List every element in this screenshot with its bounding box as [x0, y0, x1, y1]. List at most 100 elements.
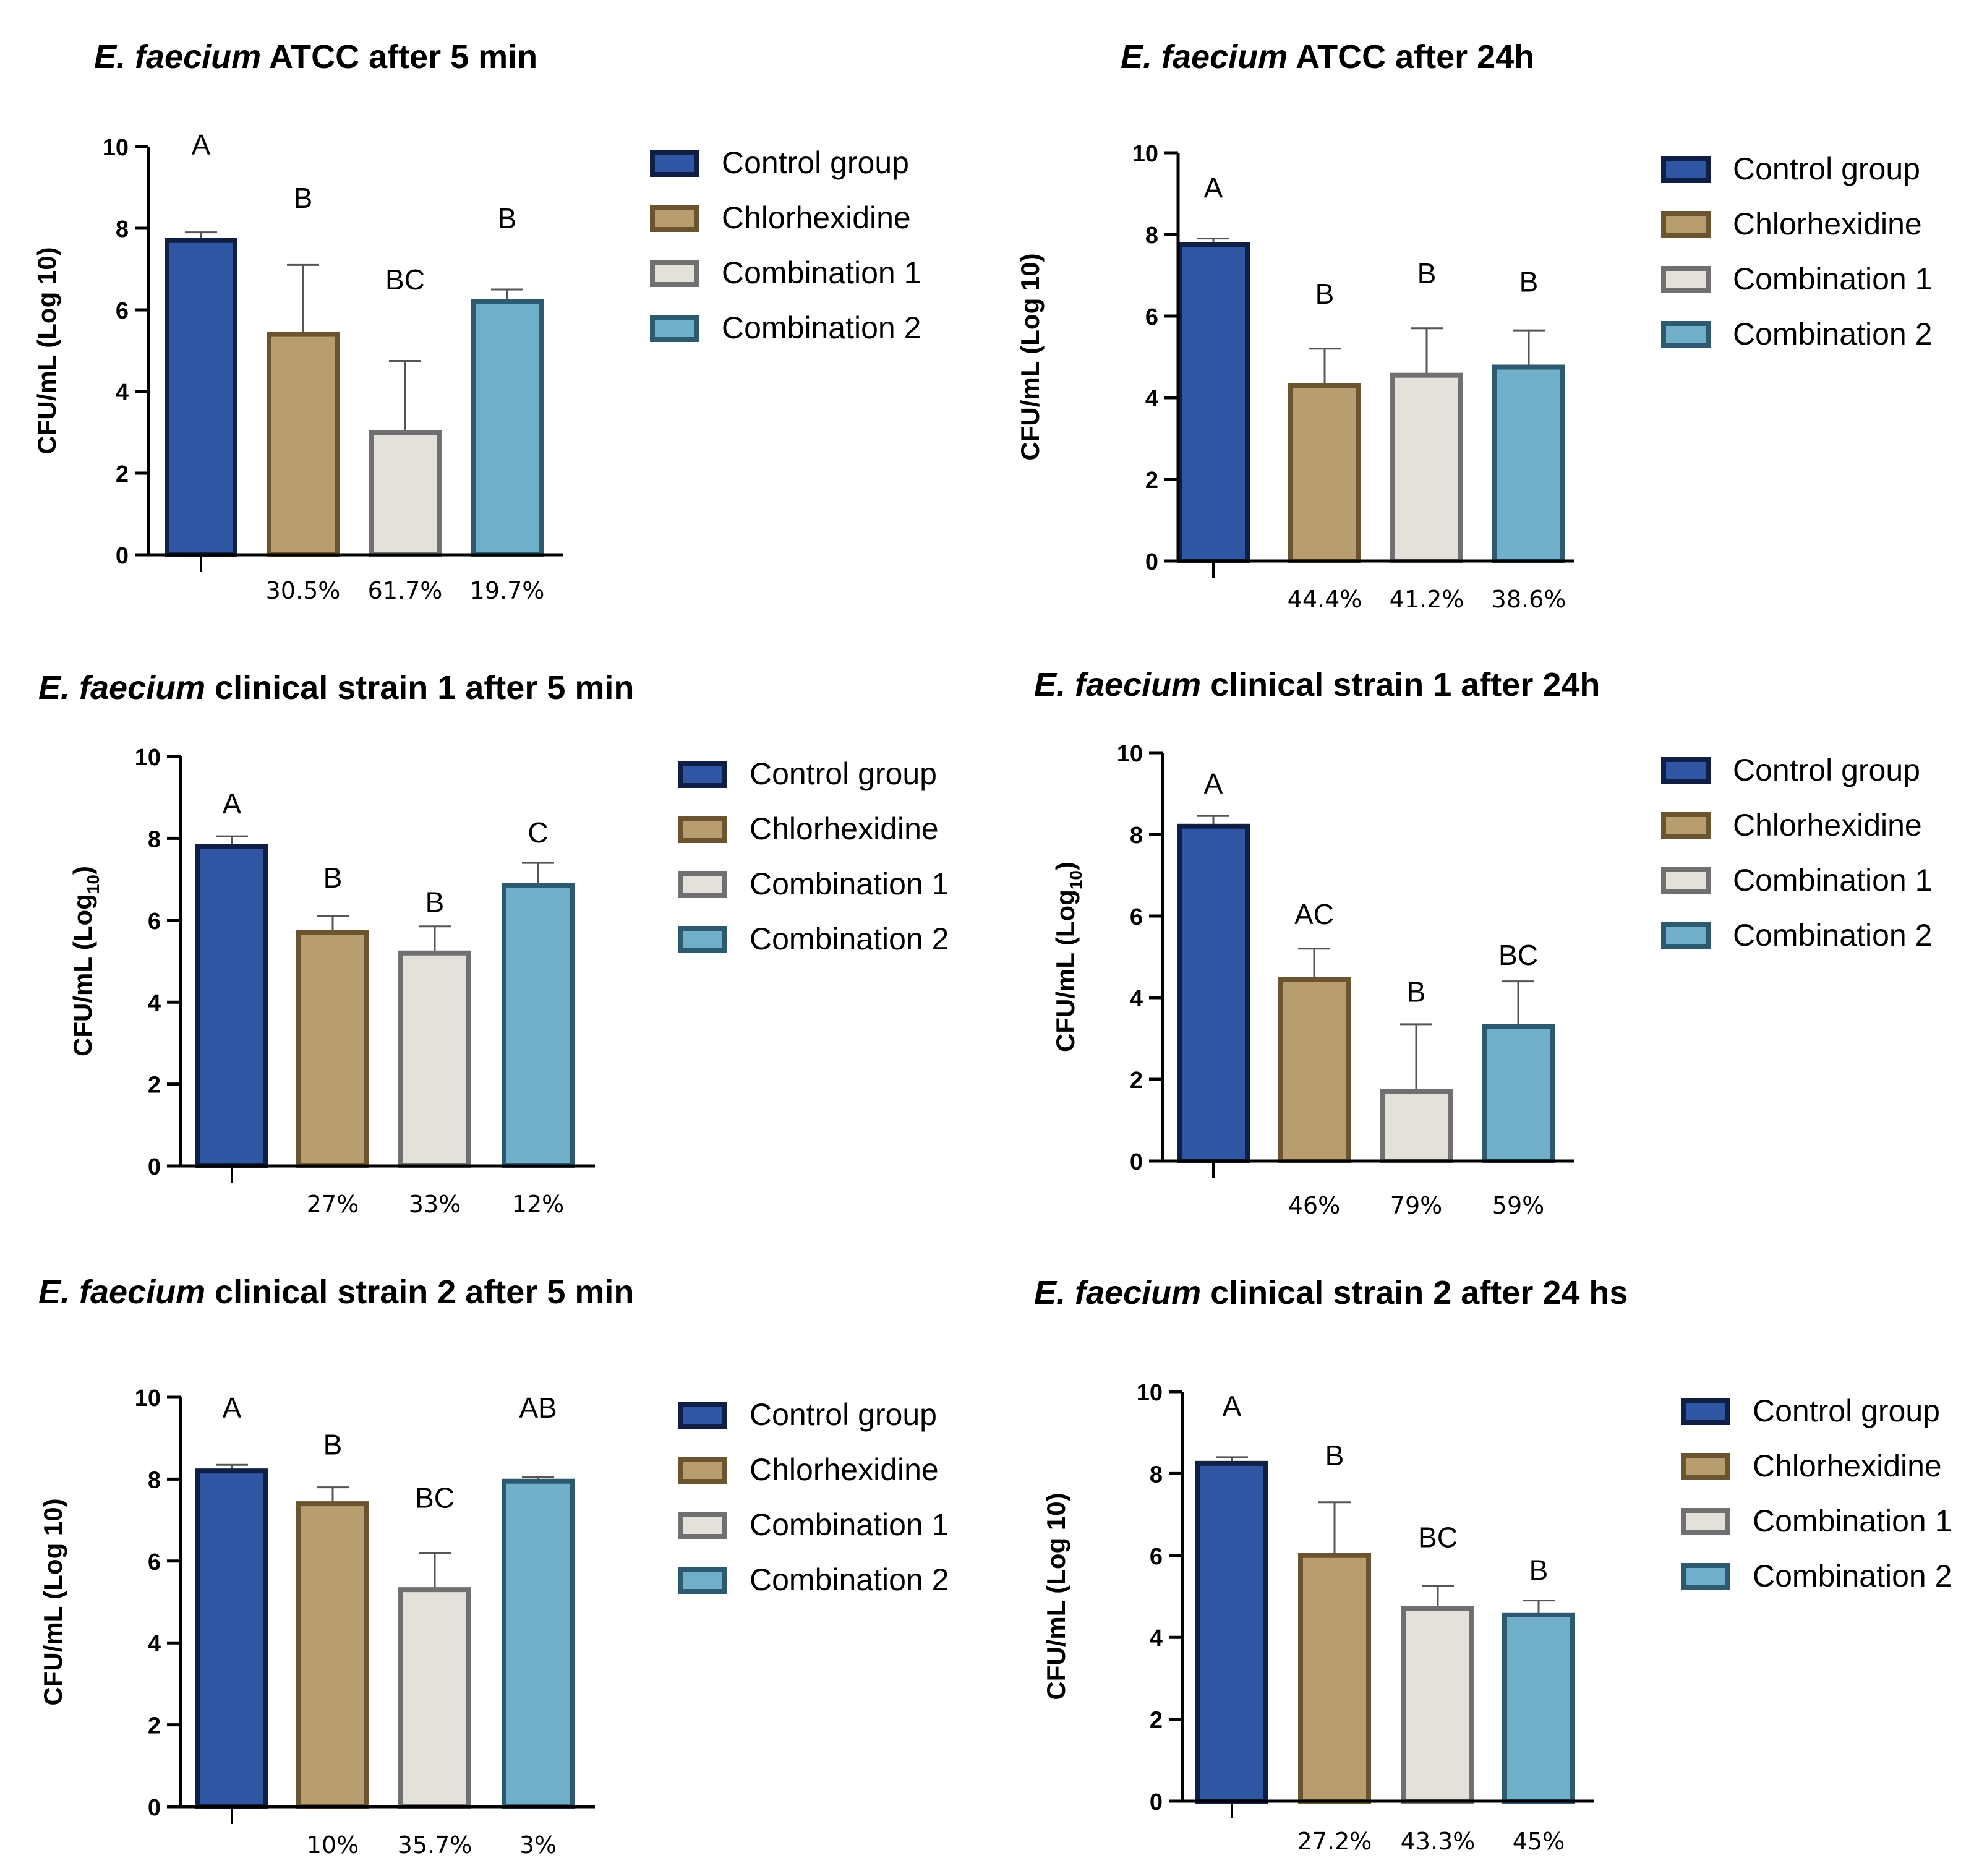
chart-title-text: ATCC after 5 min [261, 38, 537, 75]
percent-label: 43.3% [1401, 1828, 1476, 1855]
bar-2 [1288, 383, 1361, 563]
bar-2 [1278, 977, 1351, 1164]
y-axis-label-main: CFU/mL (Log 10) [32, 247, 61, 454]
significance-letter: B [1407, 976, 1426, 1008]
percent-label: 35.7% [398, 1831, 472, 1859]
y-tick-label: 4 [148, 1631, 161, 1657]
percent-label: 3% [519, 1831, 557, 1859]
significance-letter: B [1417, 257, 1437, 289]
y-tick-label: 6 [1145, 304, 1158, 330]
y-tick-label: 4 [1150, 1625, 1163, 1651]
significance-letter: B [1325, 1439, 1344, 1471]
y-tick-label: 10 [135, 1386, 161, 1411]
y-tick-label: 6 [1150, 1544, 1163, 1570]
significance-letter: BC [385, 263, 425, 296]
legend-label: Combination 1 [1753, 1504, 1952, 1538]
y-axis-label-subscript: 10 [83, 875, 103, 894]
legend-label: Combination 2 [1733, 918, 1932, 953]
y-tick-label: 0 [1130, 1149, 1143, 1175]
significance-letter: BC [1498, 939, 1538, 971]
bar-3 [1401, 1606, 1474, 1804]
chart-panel-6: E. faecium clinical strain 2 after 24 hs… [1034, 1274, 1952, 1855]
y-tick-label: 4 [116, 380, 129, 406]
chart-panel-3: E. faecium clinical strain 1 after 5 min… [38, 669, 949, 1218]
y-tick-label: 2 [1130, 1068, 1143, 1094]
legend-label: Control group [1733, 152, 1920, 186]
chart-panel-5: E. faecium clinical strain 2 after 5 min… [38, 1274, 949, 1859]
y-axis-label: CFU/mL (Log10) [68, 866, 103, 1056]
percent-label: 79% [1390, 1192, 1442, 1219]
bar-3 [369, 430, 442, 557]
y-axis-label: CFU/mL (Log10) [1051, 862, 1085, 1052]
y-axis-label-end: ) [1051, 862, 1080, 870]
bar-1 [195, 844, 268, 1168]
legend-swatch [1661, 321, 1711, 348]
y-tick-label: 6 [148, 1549, 161, 1575]
y-axis-label-main: CFU/mL (Log 10) [1015, 253, 1045, 460]
y-tick-label: 8 [1130, 823, 1143, 849]
significance-letter: B [1519, 265, 1539, 298]
legend-label: Combination 1 [722, 255, 921, 290]
percent-label: 41.2% [1390, 586, 1464, 613]
legend-label: Combination 2 [750, 1562, 949, 1597]
legend-swatch [650, 315, 699, 342]
y-tick-label: 4 [1130, 986, 1143, 1012]
bar-4 [502, 1478, 575, 1809]
legend-label: Combination 1 [750, 867, 949, 901]
legend-label: Chlorhexidine [1733, 207, 1922, 241]
significance-letter: A [1204, 172, 1223, 204]
significance-letter: B [1529, 1554, 1549, 1587]
y-axis-label-main: CFU/mL (Log 10) [1041, 1493, 1070, 1700]
bar-3 [1380, 1089, 1453, 1164]
percent-label: 12% [512, 1191, 564, 1218]
significance-letter: A [192, 129, 211, 161]
significance-letter: A [1204, 768, 1223, 800]
legend-swatch [1661, 266, 1711, 293]
chart-title-species: E. faecium [1034, 1274, 1201, 1311]
legend-swatch [1661, 211, 1711, 238]
chart-title-species: E. faecium [1034, 666, 1201, 703]
y-tick-label: 10 [1117, 741, 1143, 767]
significance-letter: B [294, 182, 313, 214]
legend-label: Combination 1 [1733, 262, 1932, 296]
bar-3 [1390, 372, 1463, 563]
significance-letter: AC [1294, 898, 1334, 930]
y-tick-label: 8 [148, 826, 161, 852]
chart-title-text: clinical strain 2 after 24 hs [1201, 1274, 1628, 1311]
percent-label: 10% [307, 1831, 359, 1859]
significance-letter: AB [519, 1392, 557, 1424]
percent-label: 27.2% [1297, 1828, 1372, 1855]
legend-swatch [1681, 1508, 1730, 1535]
bar-4 [502, 883, 575, 1169]
y-tick-label: 0 [1150, 1789, 1163, 1815]
y-tick-label: 4 [1145, 386, 1158, 412]
legend-swatch [1661, 156, 1711, 183]
significance-letter: C [528, 816, 548, 849]
legend-swatch [1661, 757, 1711, 784]
chart-title: E. faecium ATCC after 5 min [94, 38, 537, 75]
legend-label: Chlorhexidine [1753, 1449, 1942, 1483]
percent-label: 30.5% [266, 577, 341, 604]
legend-label: Control group [750, 1397, 937, 1432]
legend-swatch [650, 150, 699, 177]
y-axis-label: CFU/mL (Log 10) [1015, 253, 1045, 460]
legend-label: Chlorhexidine [750, 1452, 939, 1487]
legend-label: Combination 1 [750, 1507, 949, 1542]
y-tick-label: 2 [116, 461, 129, 487]
y-tick-label: 6 [116, 298, 129, 324]
legend-label: Combination 2 [1733, 317, 1932, 351]
y-tick-label: 8 [1145, 223, 1158, 249]
percent-label: 45% [1513, 1828, 1565, 1855]
chart-title-text: ATCC after 24h [1288, 38, 1534, 75]
y-axis-label-main: CFU/mL (Log 10) [38, 1498, 67, 1705]
percent-label: 44.4% [1288, 586, 1362, 613]
bar-4 [1502, 1612, 1575, 1804]
chart-panel-2: E. faecium ATCC after 24h CFU/mL (Log 10)… [1015, 38, 1932, 613]
percent-label: 59% [1492, 1192, 1544, 1219]
y-axis-label: CFU/mL (Log 10) [38, 1498, 67, 1705]
significance-letter: B [1315, 278, 1335, 310]
bar-3 [398, 950, 471, 1168]
significance-letter: A [223, 1392, 242, 1424]
y-tick-label: 10 [135, 745, 161, 771]
